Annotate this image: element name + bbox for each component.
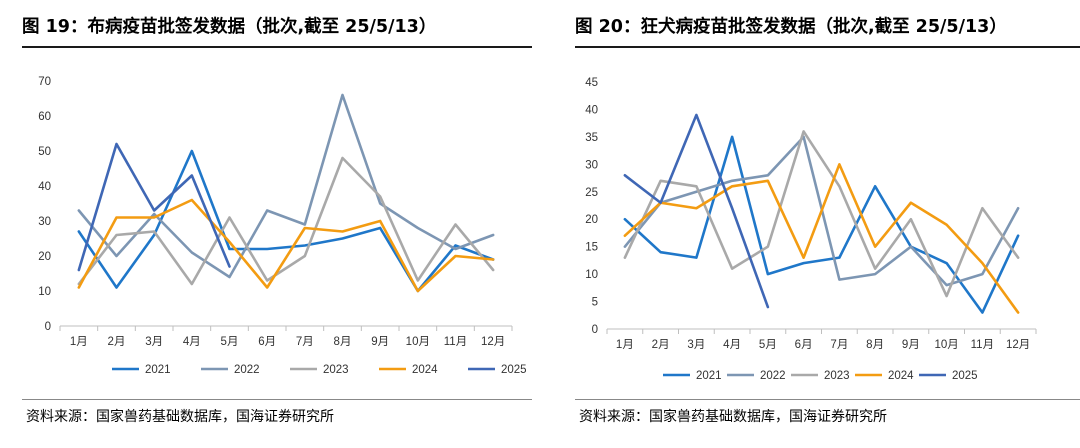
x-tick-label: 7月 (830, 339, 848, 351)
legend-label-2025: 2025 (952, 370, 978, 382)
x-tick-label: 1月 (70, 336, 88, 348)
y-tick-label: 0 (45, 321, 51, 333)
source-note: 资料来源：国家兽药基础数据库，国海证券研究所 (26, 409, 334, 425)
y-tick-label: 10 (38, 286, 51, 298)
x-tick-label: 1月 (616, 339, 634, 351)
y-tick-label: 25 (585, 187, 598, 199)
x-tick-label: 12月 (481, 336, 505, 348)
x-tick-label: 11月 (444, 336, 467, 348)
source-divider (22, 399, 532, 400)
y-tick-label: 10 (585, 269, 598, 281)
line-chart-brucellosis: 0 10 20 30 40 50 60 70 1月 2月 3月 4月 5月 6月 7月 8月 9月 10月 11月 1… (38, 76, 527, 376)
x-tick-label: 10月 (406, 336, 430, 348)
series-line-2021 (623, 135, 1020, 314)
source-note: 资料来源：国家兽药基础数据库，国海证券研究所 (579, 409, 887, 425)
x-tick-label: 9月 (902, 339, 920, 351)
x-tick-label: 2月 (108, 336, 126, 348)
x-tick-label: 8月 (334, 336, 352, 348)
title-divider (575, 46, 1080, 48)
y-tick-label: 0 (592, 324, 598, 336)
x-tick-label: 4月 (183, 336, 201, 348)
y-tick-label: 40 (585, 104, 598, 116)
x-tick-label: 7月 (296, 336, 314, 348)
legend-label-2025: 2025 (501, 364, 527, 376)
x-tick-label: 6月 (795, 339, 813, 351)
x-tick-label: 6月 (258, 336, 276, 348)
chart-panel-right: 图 20：狂犬病疫苗批签发数据（批次,截至 25/5/13） 0 5 10 15 20 2… (575, 0, 1080, 448)
series-line-2023 (77, 156, 495, 286)
legend-label-2022: 2022 (760, 370, 786, 382)
series-line-2024 (77, 198, 495, 293)
chart-panel-left: 图 19：布病疫苗批签发数据（批次,截至 25/5/13） 0 10 20 30 40 5… (22, 0, 542, 448)
legend-label-2023: 2023 (323, 364, 349, 376)
series-line-2021 (77, 149, 495, 293)
y-tick-label: 5 (592, 297, 598, 309)
x-tick-label: 11月 (971, 339, 994, 351)
x-tick-label: 3月 (145, 336, 163, 348)
x-tick-label: 2月 (652, 339, 670, 351)
x-tick-label: 4月 (723, 339, 741, 351)
x-tick-label: 12月 (1006, 339, 1030, 351)
x-tick-label: 5月 (759, 339, 777, 351)
series-line-2024 (623, 163, 1020, 314)
x-tick-label: 3月 (687, 339, 705, 351)
y-tick-label: 70 (38, 76, 51, 88)
series-line-2025 (623, 113, 770, 309)
series-line-2025 (77, 142, 231, 272)
title-divider (22, 46, 532, 48)
legend-label-2021: 2021 (145, 364, 171, 376)
x-tick-label: 8月 (866, 339, 884, 351)
chart-title: 图 19：布病疫苗批签发数据（批次,截至 25/5/13） (22, 17, 437, 37)
y-tick-label: 15 (585, 242, 598, 254)
source-divider (575, 399, 1080, 400)
y-tick-label: 35 (585, 132, 598, 144)
legend-label-2024: 2024 (412, 364, 438, 376)
legend-label-2021: 2021 (696, 370, 722, 382)
y-tick-label: 60 (38, 111, 51, 123)
legend-label-2023: 2023 (824, 370, 850, 382)
y-tick-label: 50 (38, 146, 51, 158)
x-tick-label: 5月 (221, 336, 239, 348)
x-tick-label: 9月 (371, 336, 389, 348)
series-line-2022 (77, 93, 495, 279)
y-tick-label: 20 (585, 214, 598, 226)
x-tick-label: 10月 (934, 339, 958, 351)
y-tick-label: 40 (38, 181, 51, 193)
y-tick-label: 30 (38, 216, 51, 228)
y-tick-label: 45 (585, 77, 598, 89)
series-line-2023 (623, 130, 1020, 298)
legend-label-2022: 2022 (234, 364, 260, 376)
y-tick-label: 20 (38, 251, 51, 263)
chart-title: 图 20：狂犬病疫苗批签发数据（批次,截至 25/5/13） (575, 17, 1007, 37)
legend-label-2024: 2024 (888, 370, 914, 382)
y-tick-label: 30 (585, 159, 598, 171)
